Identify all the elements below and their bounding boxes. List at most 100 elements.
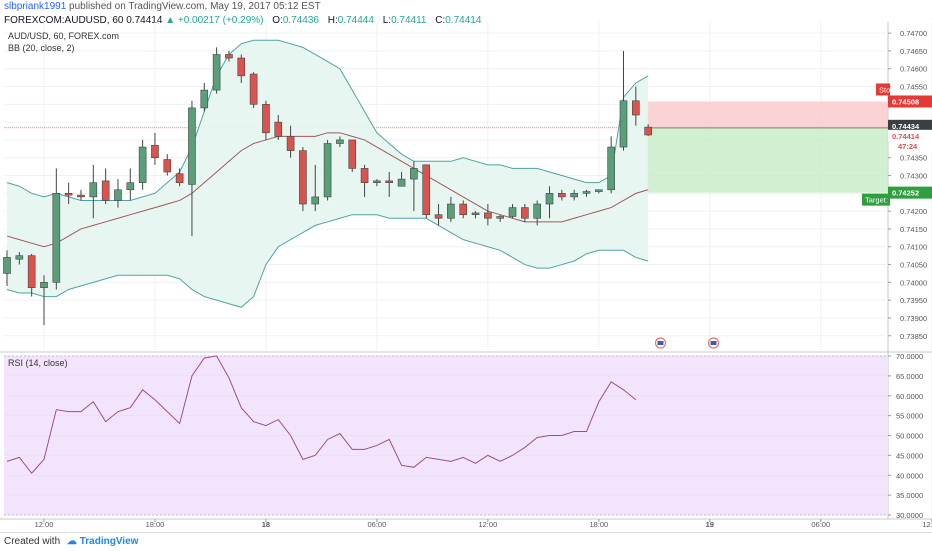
candle-body bbox=[632, 100, 640, 116]
rsi-tick-label: 35.0000 bbox=[896, 491, 923, 500]
stop-label-bg bbox=[876, 83, 890, 96]
time-axis: 12:0018:001806:0012:0018:001906:0012:001… bbox=[35, 519, 932, 529]
price-change: +0.00217 (+0.29%) bbox=[177, 15, 264, 26]
price-tick-label: 0.73900 bbox=[900, 314, 927, 323]
event-flags bbox=[654, 337, 720, 349]
candle-body bbox=[286, 136, 295, 151]
rsi-tick-label: 40.0000 bbox=[896, 471, 923, 480]
candle-body bbox=[225, 54, 233, 59]
candle-body bbox=[89, 182, 98, 198]
time-tick-label: 18 bbox=[262, 520, 270, 529]
close-label: C: bbox=[435, 15, 446, 26]
price-tick-label: 0.74300 bbox=[900, 172, 927, 181]
candle-body bbox=[188, 107, 196, 185]
symbol-name[interactable]: FOREXCOM:AUDUSD, 60 bbox=[4, 15, 124, 26]
symbol-bar: FOREXCOM:AUDUSD, 60 0.74414 ▲ +0.00217 (… bbox=[4, 14, 481, 28]
bb-lower-line bbox=[6, 214, 649, 308]
candle-body bbox=[77, 194, 85, 198]
price-tick-label: 0.74650 bbox=[900, 47, 927, 56]
bb-legend[interactable]: BB (20, close, 2) bbox=[8, 43, 75, 53]
us-flag-icon-inner bbox=[657, 341, 664, 345]
candle-body bbox=[262, 104, 270, 134]
close-value: 0.74414 bbox=[445, 15, 482, 26]
candle-body bbox=[582, 191, 591, 194]
candle-body bbox=[471, 212, 480, 216]
candle-body bbox=[619, 100, 628, 148]
rsi-tick-label: 45.0000 bbox=[896, 451, 923, 460]
candle-body bbox=[484, 212, 492, 219]
candle-body bbox=[434, 214, 443, 219]
candle-body bbox=[237, 57, 246, 77]
low-label: L: bbox=[382, 15, 392, 26]
tradingview-logo[interactable]: ☁ TradingView bbox=[66, 536, 139, 547]
candle-body bbox=[644, 126, 652, 136]
candlestick-series bbox=[3, 47, 652, 326]
target-price-tag-bg bbox=[888, 186, 932, 199]
chart-legend-title[interactable]: AUD/USD, 60, FOREX.com bbox=[8, 31, 120, 41]
candle-body bbox=[151, 144, 159, 159]
candle-body bbox=[163, 159, 172, 173]
candle-body bbox=[101, 180, 110, 201]
stop-price-tag-bg bbox=[888, 95, 932, 108]
candle-body bbox=[360, 168, 369, 183]
last-price: 0.74414 bbox=[126, 15, 163, 26]
bb-upper-line bbox=[6, 39, 649, 201]
stop-label: Stop bbox=[879, 85, 894, 94]
rsi-line bbox=[6, 355, 637, 475]
entry-price-tag-bg bbox=[888, 119, 932, 132]
high-value: 0.74444 bbox=[337, 15, 374, 26]
candle-body bbox=[40, 282, 48, 288]
price-tick-label: 0.74350 bbox=[900, 154, 927, 163]
open-label: O: bbox=[272, 15, 283, 26]
candle-body bbox=[348, 139, 357, 169]
candle-body bbox=[249, 73, 258, 105]
author-link[interactable]: slbpriank1991 bbox=[4, 1, 67, 12]
price-tick-label: 0.74600 bbox=[900, 65, 927, 74]
candle-body bbox=[447, 203, 455, 219]
countdown-tag-bg bbox=[894, 139, 932, 152]
candle-body bbox=[212, 54, 221, 91]
candle-body bbox=[52, 193, 61, 283]
footer: Created with ☁ TradingView bbox=[0, 532, 932, 551]
candle-body bbox=[385, 180, 394, 183]
time-tick-label: 06:00 bbox=[811, 520, 830, 529]
price-tick-label: 0.74200 bbox=[900, 207, 927, 216]
candle-body bbox=[595, 189, 603, 192]
candle-body bbox=[3, 257, 11, 274]
rsi-legend[interactable]: RSI (14, close) bbox=[8, 358, 68, 368]
time-tick-label: 18:00 bbox=[589, 520, 608, 529]
low-value: 0.74411 bbox=[391, 15, 427, 26]
candle-body bbox=[200, 89, 209, 109]
rsi-tick-label: 50.0000 bbox=[896, 432, 923, 441]
rsi-tick-label: 55.0000 bbox=[896, 412, 923, 421]
stop-zone bbox=[645, 101, 888, 128]
candle-body bbox=[496, 216, 505, 219]
candle-body bbox=[422, 164, 431, 216]
price-tick-label: 0.73850 bbox=[900, 332, 927, 341]
candle-body bbox=[508, 207, 517, 217]
publish-header: slbpriank1991 published on TradingView.c… bbox=[0, 0, 932, 14]
open-value: 0.74436 bbox=[282, 15, 319, 26]
time-tick-label: 06:00 bbox=[368, 520, 387, 529]
time-tick-label: 12:00 bbox=[922, 520, 932, 529]
bb-basis-line bbox=[6, 132, 649, 248]
price-tick-label: 0.74050 bbox=[900, 261, 927, 270]
candle-body bbox=[397, 178, 406, 187]
position-zones bbox=[4, 101, 888, 193]
target-label: Target: bbox=[865, 196, 888, 205]
rsi-tick-label: 30.0000 bbox=[896, 511, 923, 520]
up-arrow-icon: ▲ bbox=[165, 15, 176, 26]
candle-body bbox=[27, 255, 36, 288]
time-tick-label: 19 bbox=[706, 520, 714, 529]
price-tick-label: 0.74700 bbox=[900, 29, 927, 38]
price-tick-label: 0.74550 bbox=[900, 83, 927, 92]
candle-body bbox=[323, 143, 332, 198]
time-tick-label: 12:00 bbox=[35, 520, 54, 529]
candle-body bbox=[607, 146, 615, 191]
candle-body bbox=[558, 193, 566, 198]
candle-body bbox=[570, 193, 578, 198]
price-tick-label: 0.74100 bbox=[900, 243, 927, 252]
rsi-tick-label: 60.0000 bbox=[896, 392, 923, 401]
target-zone bbox=[645, 127, 888, 193]
